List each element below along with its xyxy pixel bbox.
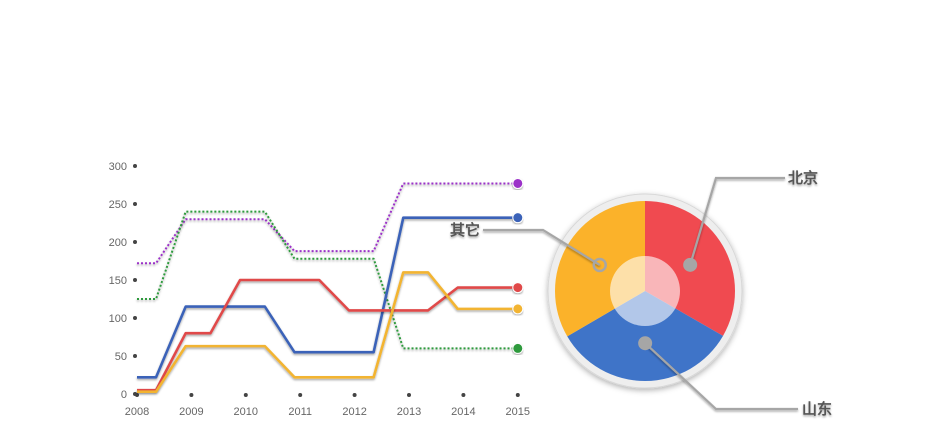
callout-marker bbox=[683, 257, 698, 272]
callout-line bbox=[689, 176, 785, 266]
y-tick-label: 150 bbox=[109, 275, 127, 287]
x-tick-label: 2015 bbox=[506, 406, 530, 418]
x-tick-mark bbox=[515, 393, 520, 397]
callout-marker bbox=[638, 336, 653, 351]
series-end-point bbox=[512, 342, 524, 354]
y-tick-label: 250 bbox=[109, 199, 127, 211]
series-layer bbox=[137, 177, 524, 394]
series-line bbox=[137, 210, 524, 354]
y-tick-mark bbox=[133, 240, 137, 244]
y-tick-label: 100 bbox=[109, 313, 127, 325]
x-tick-label: 2014 bbox=[451, 406, 475, 418]
x-tick-mark bbox=[243, 393, 248, 397]
x-tick-mark bbox=[135, 393, 139, 397]
x-tick-label: 2013 bbox=[397, 406, 421, 418]
pie-label: 北京 bbox=[788, 169, 818, 187]
callout-line bbox=[483, 228, 601, 266]
x-tick-label: 2010 bbox=[234, 406, 258, 418]
pie-slice bbox=[567, 291, 724, 382]
x-tick-mark bbox=[461, 393, 466, 397]
y-tick-label: 200 bbox=[109, 237, 127, 249]
series-end-point bbox=[512, 282, 524, 294]
series-end-point bbox=[512, 303, 524, 315]
y-tick-mark bbox=[133, 164, 137, 168]
pie-center-highlight bbox=[610, 256, 680, 326]
series-path bbox=[137, 182, 518, 265]
series-line bbox=[137, 212, 524, 379]
x-tick-label: 2011 bbox=[288, 406, 312, 418]
series-path bbox=[137, 278, 518, 392]
series-path bbox=[137, 210, 518, 350]
y-tick-mark bbox=[133, 316, 137, 320]
x-tick-label: 2012 bbox=[342, 406, 366, 418]
series-path bbox=[137, 271, 518, 394]
x-tick-mark bbox=[407, 393, 411, 397]
series-line bbox=[137, 271, 524, 394]
x-axis: 2008 2009 2010 2011 2012 2013 2014 2015 bbox=[125, 393, 530, 418]
series-end-point bbox=[512, 177, 524, 189]
x-tick-mark bbox=[298, 393, 303, 397]
callout-line bbox=[644, 342, 798, 411]
x-tick-label: 2008 bbox=[125, 406, 149, 418]
series-end-point bbox=[512, 212, 524, 224]
y-tick-mark bbox=[133, 202, 137, 206]
series-line bbox=[137, 278, 524, 392]
y-tick-mark bbox=[133, 278, 137, 282]
y-axis: 0 50 100 150 200 250 300 bbox=[109, 161, 137, 401]
pie-label: 其它 bbox=[450, 221, 480, 239]
y-tick-label: 0 bbox=[121, 389, 127, 401]
y-tick-label: 50 bbox=[115, 351, 127, 363]
x-tick-mark bbox=[352, 393, 357, 397]
series-path bbox=[137, 216, 518, 379]
x-tick-mark bbox=[189, 393, 194, 397]
x-tick-label: 2009 bbox=[179, 406, 203, 418]
y-tick-label: 300 bbox=[109, 161, 127, 173]
callout-marker bbox=[592, 257, 607, 273]
pie-label: 山东 bbox=[802, 400, 832, 418]
y-tick-mark bbox=[133, 354, 137, 358]
series-line bbox=[137, 177, 524, 265]
